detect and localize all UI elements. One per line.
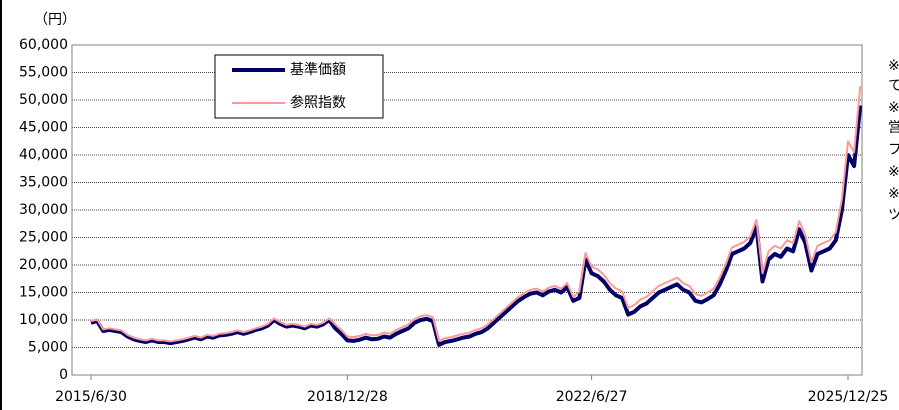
x-tick-label: 2022/6/27: [556, 389, 628, 405]
y-tick-label: 40,000: [19, 147, 68, 163]
y-tick-label: 35,000: [19, 175, 68, 191]
y-tick-label: 5,000: [28, 340, 68, 356]
annotation: ※: [888, 164, 899, 180]
annotation: て: [888, 78, 899, 94]
line-series: [90, 86, 862, 343]
annotation: ツ: [888, 207, 899, 223]
y-tick-label: 60,000: [19, 37, 68, 53]
line-series: [90, 105, 863, 347]
annotation: ※: [888, 186, 899, 202]
x-tick-label: 2018/12/28: [307, 389, 388, 405]
y-tick-label: 10,000: [19, 312, 68, 328]
y-axis-label: （円）: [34, 12, 76, 28]
y-tick-label: 50,000: [19, 92, 68, 108]
annotation: ※: [888, 100, 899, 116]
y-tick-label: 45,000: [19, 120, 68, 136]
y-tick-label: 15,000: [19, 285, 68, 301]
x-tick-label: 2025/12/25: [808, 389, 889, 405]
x-tick-label: 2015/6/30: [55, 389, 127, 405]
annotation: フ: [888, 142, 899, 158]
y-tick-label: 20,000: [19, 257, 68, 273]
annotation: ※: [888, 58, 899, 74]
legend-box: [214, 54, 384, 119]
legend-label: 基準価額: [290, 61, 346, 78]
y-tick-label: 0: [59, 367, 68, 383]
plot-frame: [71, 44, 863, 376]
y-tick-label: 30,000: [19, 202, 68, 218]
annotation: 営: [888, 120, 899, 136]
legend-label: 参照指数: [290, 94, 346, 111]
y-tick-label: 55,000: [19, 65, 68, 81]
y-tick-label: 25,000: [19, 230, 68, 246]
